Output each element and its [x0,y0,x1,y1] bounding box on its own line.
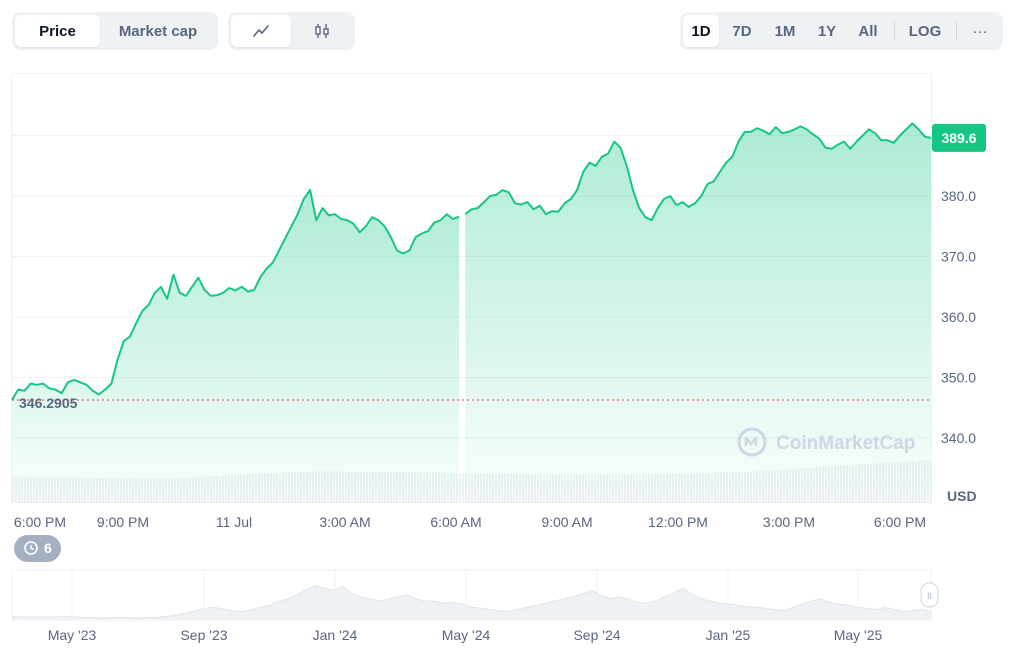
overview-x-tick-label: Sep '23 [180,627,227,643]
candlestick-chart-button[interactable] [292,15,352,47]
more-options-button[interactable]: ··· [972,22,988,40]
current-price-value: 389.6 [941,130,976,146]
price-line [11,189,460,401]
range-1m-button[interactable]: 1M [774,22,796,40]
market-cap-tab[interactable]: Market cap [118,22,198,40]
x-tick-label: 9:00 AM [541,514,592,530]
x-tick-label: 6:00 PM [874,514,926,530]
toolbar-divider [956,21,957,41]
x-tick-label: 3:00 AM [319,514,370,530]
overview-x-tick-label: Jan '25 [706,627,751,643]
y-tick-label: 360.0 [941,309,976,325]
log-scale-button[interactable]: LOG [908,22,942,40]
overview-x-tick-label: Jan '24 [313,627,358,643]
x-tick-label: 6:00 AM [430,514,481,530]
range-all-button[interactable]: All [858,22,878,40]
navigator-handle-grip: II [927,591,932,601]
overview-x-tick-label: May '25 [834,627,883,643]
price-line [464,122,932,222]
reference-price-label: 346.2905 [19,395,78,411]
overview-navigator[interactable] [11,569,932,621]
x-axis: 6:00 PM 9:00 PM 11 Jul 3:00 AM 6:00 AM 9:00 A… [14,514,926,530]
events-count: 6 [44,540,52,556]
line-chart-button[interactable] [231,15,291,47]
overview-area [12,585,931,620]
overview-line [11,585,932,619]
range-7d-button[interactable]: 7D [732,22,752,40]
overview-x-tick-label: May '23 [48,627,97,643]
x-tick-label: 6:00 PM [14,514,66,530]
navigator-handle[interactable]: II [920,582,939,608]
price-area-fill [465,123,931,504]
coinmarketcap-logo-icon [737,427,767,457]
y-axis: 340.0 350.0 360.0 370.0 380.0 [941,188,976,446]
events-badge[interactable]: 6 [14,535,61,562]
y-tick-label: 350.0 [941,370,976,386]
y-tick-label: 340.0 [941,430,976,446]
range-1y-button[interactable]: 1Y [817,22,837,40]
range-1d-button[interactable]: 1D [683,15,719,47]
y-tick-label: 370.0 [941,249,976,265]
price-area-fill [12,190,460,503]
x-tick-label: 3:00 PM [763,514,815,530]
volume-bar [459,473,461,503]
currency-label: USD [947,488,977,504]
x-tick-label: 9:00 PM [97,514,149,530]
overview-x-tick-label: May '24 [442,627,491,643]
history-icon [24,541,38,555]
y-tick-label: 380.0 [941,188,976,204]
x-tick-label: 12:00 PM [648,514,708,530]
watermark-text: CoinMarketCap [776,433,915,454]
price-tab[interactable]: Price [15,15,100,47]
overview-x-axis: May '23 Sep '23 Jan '24 May '24 Sep '24 Jan '… [48,627,883,643]
candlestick-icon [315,24,329,38]
price-area [11,122,932,504]
line-chart-icon [253,25,269,37]
coinmarketcap-watermark: CoinMarketCap [737,427,915,457]
range-toggle: 1D 7D 1M 1Y All LOG ··· [680,12,1003,50]
chart-type-toggle [228,12,355,50]
current-price-badge: 389.6 [932,123,986,152]
x-tick-label: 11 Jul [216,514,252,530]
metric-toggle: Price Market cap [12,12,218,50]
volume-bar [462,473,464,503]
toolbar-divider [894,21,895,41]
overview-x-tick-label: Sep '24 [573,627,620,643]
